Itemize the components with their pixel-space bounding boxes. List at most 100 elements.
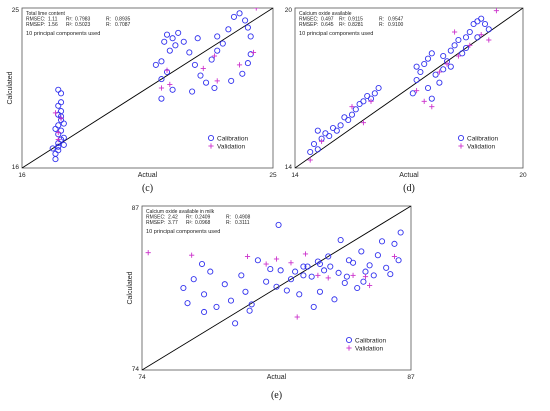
calibration-point bbox=[247, 33, 254, 40]
calibration-point bbox=[310, 140, 318, 148]
stats-row-rmsec: RMSEC: 1.11 R²: 0.7983 R: 0.8935 bbox=[26, 17, 131, 23]
stat-r-value: 0.9547 bbox=[388, 17, 404, 23]
calibration-point bbox=[201, 291, 208, 298]
calibration-point bbox=[337, 122, 344, 129]
calibration-point bbox=[169, 35, 176, 42]
legend-calibration-label: Calibration bbox=[217, 135, 248, 142]
calibration-point bbox=[343, 273, 350, 280]
stat-r2-label: R²: bbox=[186, 220, 193, 226]
validation-point bbox=[421, 98, 427, 104]
calibration-point bbox=[191, 61, 198, 68]
calibration-point bbox=[307, 148, 314, 156]
calibration-point bbox=[49, 145, 56, 152]
validation-point bbox=[307, 157, 313, 163]
stat-r2-label: R²: bbox=[186, 215, 193, 221]
calibration-point bbox=[283, 287, 290, 294]
calibration-point bbox=[152, 61, 159, 68]
calibration-point bbox=[194, 35, 201, 42]
calibration-point bbox=[292, 268, 299, 275]
validation-point bbox=[478, 32, 484, 38]
calibration-point bbox=[287, 276, 295, 283]
calibration-point bbox=[304, 263, 311, 270]
calibration-point bbox=[417, 68, 424, 76]
validation-point bbox=[455, 53, 461, 59]
calibration-point bbox=[211, 84, 218, 92]
stats-row-rmsep: RMSEP: 0.645 R²: 0.8281 R: 0.9100 bbox=[299, 22, 404, 28]
calibration-point bbox=[375, 84, 382, 92]
calibration-point bbox=[321, 267, 328, 274]
validation-point bbox=[319, 138, 325, 144]
calibration-point bbox=[391, 240, 398, 247]
calibration-point bbox=[474, 34, 481, 41]
validation-point bbox=[414, 88, 420, 94]
calibration-point bbox=[163, 31, 171, 38]
calibration-point bbox=[478, 15, 485, 22]
validation-point bbox=[294, 314, 300, 320]
calibration-point bbox=[52, 125, 59, 132]
calibration-point bbox=[246, 307, 253, 314]
validation-point bbox=[360, 120, 366, 126]
calibration-point bbox=[244, 24, 251, 31]
validation-point bbox=[362, 274, 369, 280]
stat-value: 0.497 bbox=[321, 17, 334, 23]
stat-r-label: R: bbox=[106, 17, 111, 23]
legend-validation-marker bbox=[458, 143, 464, 149]
calibration-point bbox=[327, 263, 334, 270]
legend-validation-marker bbox=[346, 345, 352, 351]
chart-title: Calcium oxide available in milk bbox=[146, 209, 215, 215]
calibration-point bbox=[314, 146, 321, 153]
calibration-point bbox=[232, 320, 239, 327]
legend-calibration-label: Calibration bbox=[355, 337, 386, 344]
stat-r2-value: 0.7983 bbox=[75, 17, 91, 23]
validation-point bbox=[211, 53, 218, 59]
calibration-point bbox=[172, 42, 179, 49]
reference-line bbox=[22, 8, 273, 168]
stat-value: 1.56 bbox=[48, 22, 58, 28]
calibration-point bbox=[481, 20, 489, 28]
stat-name: RMSEC: bbox=[146, 215, 165, 221]
chart-title: Calcium oxide available bbox=[299, 11, 352, 17]
validation-point bbox=[349, 104, 355, 110]
calibration-point bbox=[466, 28, 473, 36]
calibration-point bbox=[238, 272, 245, 279]
calibration-point bbox=[161, 38, 168, 45]
calibration-point bbox=[378, 238, 386, 245]
calibration-point bbox=[60, 120, 67, 127]
calibration-point bbox=[424, 55, 432, 62]
validation-point bbox=[244, 253, 251, 260]
calibration-point bbox=[387, 271, 394, 278]
validation-point bbox=[158, 85, 165, 91]
validation-point bbox=[52, 110, 59, 116]
validation-point bbox=[164, 67, 170, 73]
validation-point bbox=[214, 78, 220, 84]
x-axis-label: Actual bbox=[267, 374, 287, 381]
series-calibration bbox=[180, 221, 404, 327]
stat-value: 2.42 bbox=[168, 215, 178, 221]
calibration-point bbox=[158, 76, 165, 83]
stat-r2-label: R²: bbox=[339, 22, 346, 28]
stat-value: 3.77 bbox=[168, 220, 178, 226]
calibration-point bbox=[60, 134, 67, 141]
calibration-point bbox=[158, 95, 165, 102]
calibration-point bbox=[325, 253, 332, 260]
calibration-point bbox=[242, 288, 249, 295]
validation-point bbox=[486, 37, 492, 43]
stat-name: RMSEP: bbox=[299, 22, 318, 28]
calibration-point bbox=[370, 272, 377, 279]
stat-name: RMSEP: bbox=[26, 22, 45, 28]
stat-r-label: R: bbox=[106, 22, 111, 28]
calibration-point bbox=[254, 257, 261, 264]
calibration-point bbox=[201, 308, 208, 316]
stat-r2-value: 0.2409 bbox=[195, 215, 211, 221]
validation-point bbox=[253, 8, 259, 11]
calibration-point bbox=[300, 272, 307, 279]
stats-row-rmsec: RMSEC: 2.42 R²: 0.2409 R: 0.4908 bbox=[146, 215, 251, 221]
calibration-point bbox=[273, 283, 280, 290]
stat-r2-label: R²: bbox=[339, 17, 346, 23]
